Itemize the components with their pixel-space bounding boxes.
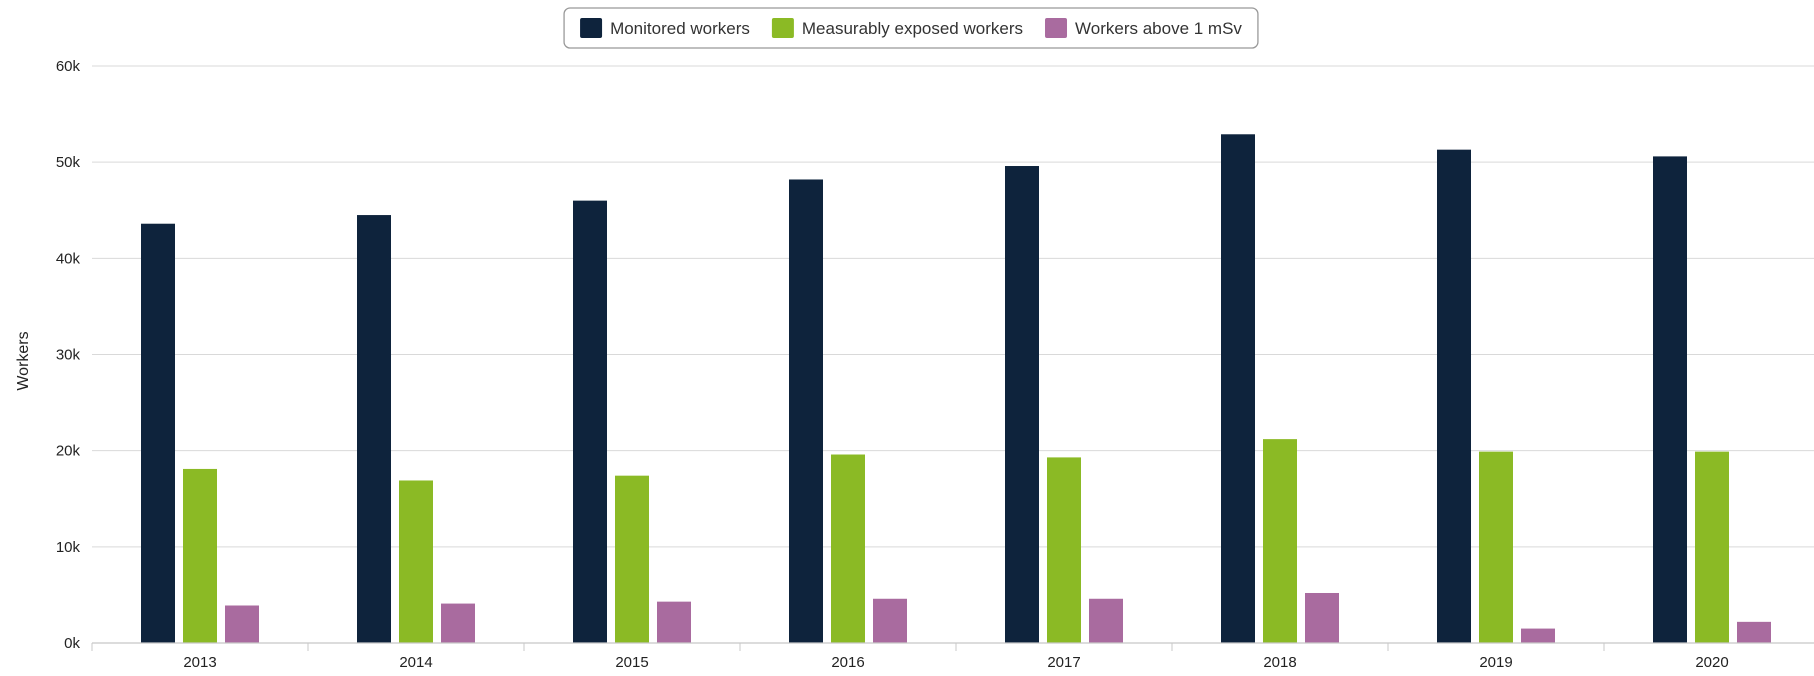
x-tick-label: 2016 — [831, 654, 864, 671]
x-tick-label: 2015 — [615, 654, 648, 671]
bar-2016-series-2[interactable] — [873, 598, 907, 643]
bars — [141, 134, 1771, 644]
bar-2017-series-1[interactable] — [1047, 457, 1081, 643]
y-tick-label: 60k — [56, 58, 81, 75]
bar-2015-series-1[interactable] — [615, 475, 649, 643]
legend-item-2[interactable]: Workers above 1 mSv — [1045, 18, 1242, 38]
bar-2016-series-0[interactable] — [789, 179, 823, 643]
legend-swatch — [771, 18, 794, 38]
y-tick-label: 10k — [56, 539, 81, 556]
bar-2018-series-2[interactable] — [1305, 592, 1339, 643]
bar-2018-series-1[interactable] — [1263, 439, 1297, 643]
y-axis-tick-labels: 0k 10k 20k 30k 40k 50k 60k — [56, 58, 81, 652]
bar-2020-series-1[interactable] — [1695, 451, 1729, 643]
bar-2013-series-0[interactable] — [141, 223, 175, 644]
legend-swatch — [580, 18, 603, 38]
legend-label: Workers above 1 mSv — [1075, 19, 1242, 38]
legend-swatch — [1045, 18, 1068, 38]
bar-2017-series-2[interactable] — [1089, 598, 1123, 643]
bar-2019-series-0[interactable] — [1437, 149, 1471, 644]
x-tick-label: 2018 — [1263, 654, 1296, 671]
legend-item-0[interactable]: Monitored workers — [580, 18, 750, 38]
y-tick-label: 50k — [56, 154, 81, 171]
y-tick-label: 40k — [56, 250, 81, 267]
legend-item-1[interactable]: Measurably exposed workers — [771, 18, 1023, 38]
bar-2019-series-1[interactable] — [1479, 451, 1513, 643]
legend-label: Monitored workers — [610, 19, 750, 38]
x-tick-label: 2019 — [1479, 654, 1512, 671]
y-tick-label: 0k — [64, 635, 80, 652]
bar-2014-series-0[interactable] — [357, 215, 391, 643]
y-tick-label: 20k — [56, 443, 81, 460]
bar-2015-series-2[interactable] — [657, 601, 691, 643]
legend-label: Measurably exposed workers — [802, 19, 1023, 38]
legend-frame — [563, 7, 1259, 49]
bar-2017-series-0[interactable] — [1005, 166, 1039, 643]
x-tick-label: 2017 — [1047, 654, 1080, 671]
y-tick-label: 30k — [56, 347, 81, 364]
gridlines — [92, 65, 1814, 548]
x-axis — [91, 642, 1814, 651]
bar-2015-series-0[interactable] — [573, 200, 607, 643]
bar-2013-series-1[interactable] — [183, 468, 217, 643]
bar-2016-series-1[interactable] — [831, 454, 865, 643]
x-tick-label: 2013 — [183, 654, 216, 671]
legend[interactable]: Monitored workers Measurably exposed work… — [563, 7, 1259, 49]
bar-2014-series-1[interactable] — [399, 480, 433, 643]
bar-2020-series-0[interactable] — [1653, 156, 1687, 643]
y-axis-title: Workers — [15, 331, 32, 390]
bar-2013-series-2[interactable] — [225, 605, 259, 643]
bar-2014-series-2[interactable] — [441, 603, 475, 643]
x-axis-tick-labels: 2013 2014 2015 2016 2017 2018 2019 2020 — [183, 654, 1728, 671]
bar-2019-series-2[interactable] — [1521, 628, 1555, 643]
x-tick-label: 2014 — [399, 654, 432, 671]
bar-2018-series-0[interactable] — [1221, 134, 1255, 644]
x-tick-label: 2020 — [1695, 654, 1728, 671]
bar-2020-series-2[interactable] — [1737, 621, 1771, 643]
